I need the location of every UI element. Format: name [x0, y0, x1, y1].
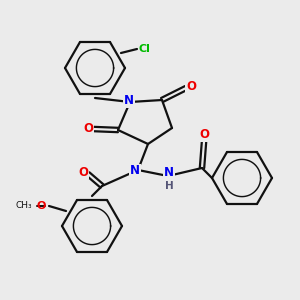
Text: N: N	[124, 94, 134, 107]
Text: O: O	[78, 166, 88, 178]
Text: N: N	[164, 167, 174, 179]
Text: O: O	[83, 122, 93, 136]
Text: O: O	[37, 201, 46, 211]
Text: O: O	[199, 128, 209, 142]
Text: O: O	[186, 80, 196, 94]
Text: H: H	[165, 181, 173, 191]
Text: Cl: Cl	[139, 44, 151, 54]
Text: N: N	[130, 164, 140, 178]
Text: CH₃: CH₃	[15, 202, 32, 211]
